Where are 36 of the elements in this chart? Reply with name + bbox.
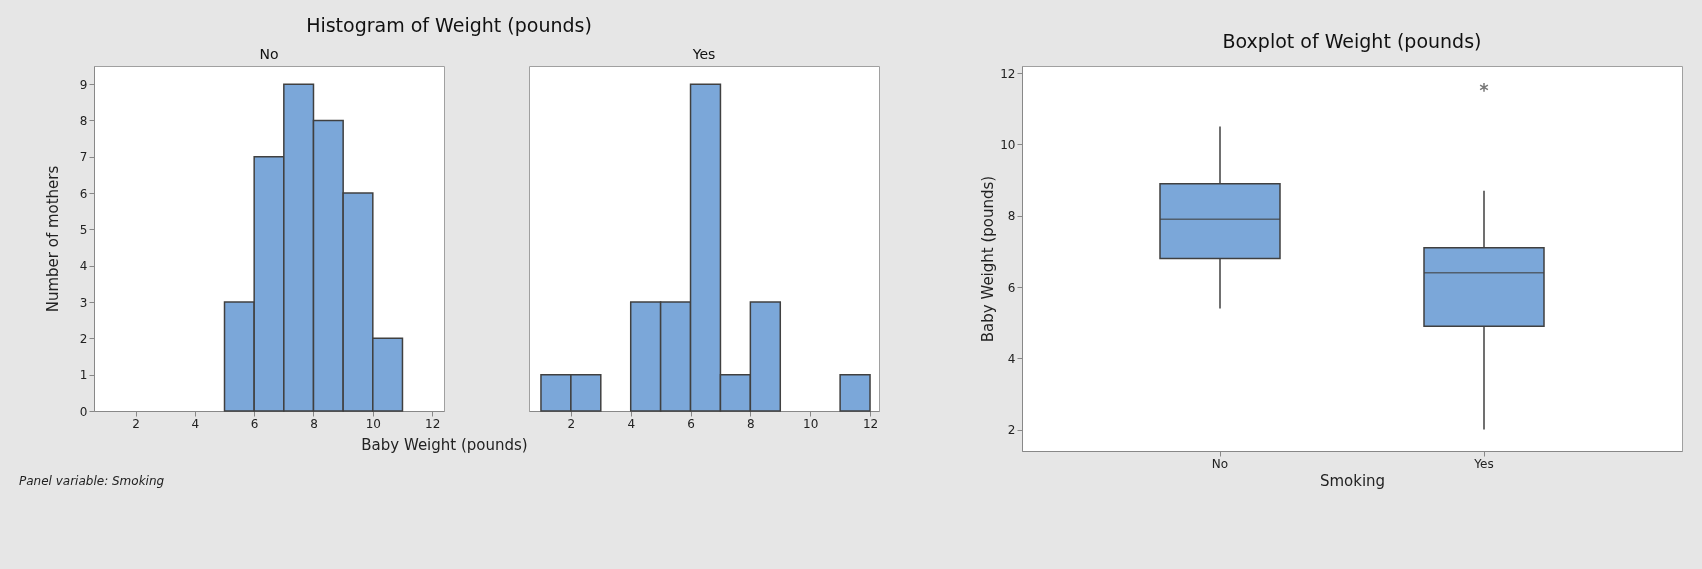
y-tick-label: 2 <box>79 331 88 346</box>
y-tick-label: 7 <box>79 150 88 165</box>
text: Panel variable: Smoking <box>19 474 165 488</box>
x-tick-label: 8 <box>310 416 318 431</box>
y-tick-label: 12 <box>1000 66 1016 81</box>
y-tick-label: 8 <box>1007 209 1016 224</box>
y-tick-label: 5 <box>79 222 88 237</box>
y-tick-label: 0 <box>79 404 88 419</box>
y-axis-title: Baby Weight (pounds) <box>979 175 998 343</box>
y-tick-label: 4 <box>79 259 88 274</box>
x-axis-title: Smoking <box>1319 471 1386 490</box>
x-tick-label: 6 <box>687 416 695 431</box>
x-axis-title: Baby Weight (pounds) <box>361 435 528 454</box>
x-tick-label: 2 <box>567 416 576 431</box>
chart-subtitle: Yes <box>691 46 716 62</box>
x-tick-label: 10 <box>365 416 381 431</box>
x-tick-label: 12 <box>862 416 879 431</box>
x-tick-label: 6 <box>250 416 259 431</box>
y-tick-label: 3 <box>79 295 88 310</box>
y-tick-label: 8 <box>79 113 88 128</box>
y-tick-label: 6 <box>1007 280 1016 295</box>
x-tick-label: 10 <box>803 416 819 431</box>
x-tick-label: 4 <box>191 416 200 431</box>
y-tick-label: 9 <box>79 77 88 92</box>
chart-title: Histogram of Weight (pounds) <box>306 13 592 36</box>
chart-title: Boxplot of Weight (pounds) <box>1222 30 1482 52</box>
x-tick-label: 12 <box>424 416 441 431</box>
y-tick-label: 4 <box>1007 351 1016 366</box>
chart-subtitle: No <box>259 46 279 62</box>
y-tick-label: 10 <box>1000 137 1016 152</box>
y-tick-label: 1 <box>79 368 88 383</box>
y-axis-title: Number of mothers <box>43 165 62 313</box>
x-tick-label: 4 <box>627 416 636 431</box>
x-tick-label: 8 <box>747 416 755 431</box>
y-tick-label: 6 <box>79 186 88 201</box>
x-tick-label: 2 <box>132 416 140 431</box>
